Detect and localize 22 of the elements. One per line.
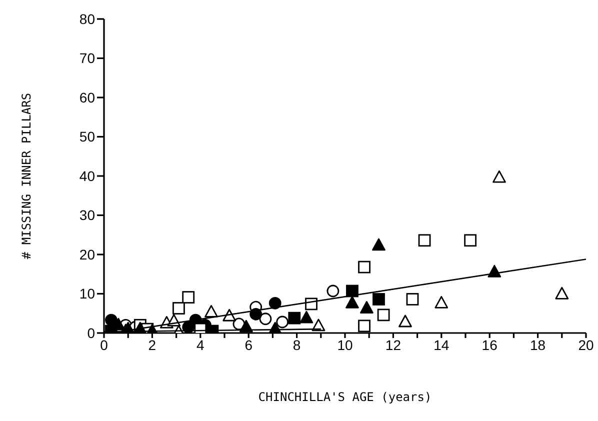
- x-tick-label: 8: [292, 336, 301, 353]
- y-tick-label: 70: [79, 50, 96, 66]
- y-tick-label: 0: [87, 324, 96, 341]
- x-axis-title: CHINCHILLA'S AGE (years): [258, 390, 432, 404]
- x-tick-label: 16: [482, 336, 498, 353]
- x-tick-label: 0: [100, 336, 108, 353]
- x-tick-label: 2: [148, 336, 156, 353]
- x-tick-label: 18: [530, 336, 546, 353]
- y-tick-label: 50: [79, 128, 96, 145]
- x-tick-label: 14: [434, 336, 450, 353]
- x-tick-label: 10: [337, 336, 353, 353]
- y-tick-label: 80: [79, 10, 96, 27]
- y-tick-label: 20: [79, 246, 96, 262]
- y-tick-label: 40: [79, 168, 96, 184]
- y-tick-label: 30: [79, 207, 96, 224]
- y-axis-title: # MISSING INNER PILLARS: [19, 92, 34, 260]
- x-tick-label: 6: [244, 336, 253, 353]
- x-tick-label: 12: [385, 336, 402, 353]
- x-tick-label: 4: [196, 336, 204, 353]
- y-tick-label: 60: [79, 89, 96, 106]
- y-tick-label: 10: [79, 286, 96, 302]
- x-tick-label: 20: [578, 336, 594, 353]
